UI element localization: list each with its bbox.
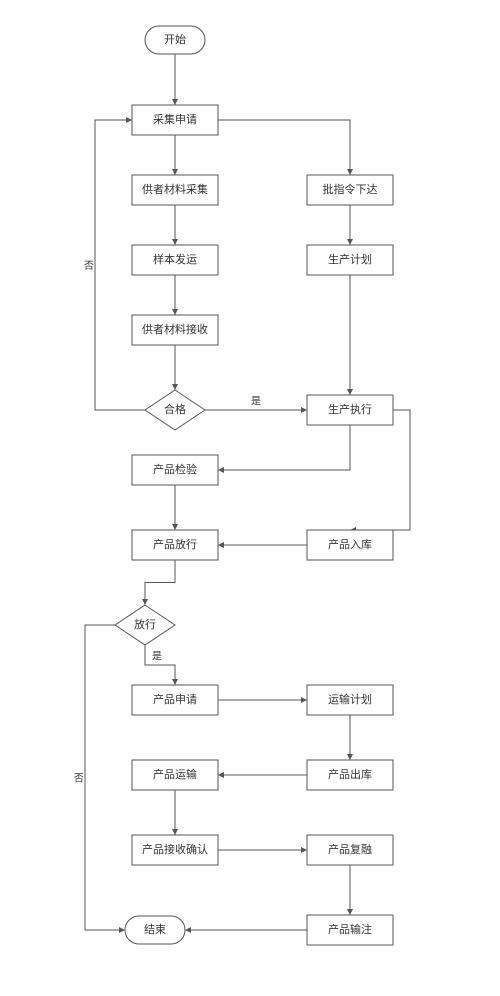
flowchart-canvas: 是否是否 开始采集申请供者材料采集样本发运供者材料接收合格产品检验产品放行放行产…: [0, 0, 500, 996]
node-label: 产品入库: [328, 537, 372, 551]
edge: [218, 120, 350, 175]
node-label: 供者材料接收: [142, 322, 208, 336]
node-release: 产品放行: [132, 530, 218, 560]
node-prodExec: 生产执行: [307, 395, 393, 425]
node-batchOrder: 批指令下达: [307, 175, 393, 205]
node-label: 产品输注: [328, 922, 372, 936]
node-label: 结束: [144, 923, 166, 936]
node-label: 开始: [164, 32, 186, 46]
node-prodConfirm: 产品接收确认: [132, 835, 218, 865]
edge: [350, 410, 410, 530]
node-prodPlan: 生产计划: [307, 245, 393, 275]
node-receive: 供者材料接收: [132, 315, 218, 345]
node-label: 合格: [164, 402, 186, 416]
nodes-layer: 开始采集申请供者材料采集样本发运供者材料接收合格产品检验产品放行放行产品申请产品…: [115, 26, 393, 945]
node-storeOut: 产品出库: [307, 760, 393, 790]
edge-label: 是: [251, 396, 261, 408]
node-label: 样本发运: [153, 252, 197, 266]
node-refreeze: 产品复融: [307, 835, 393, 865]
node-label: 产品接收确认: [142, 842, 208, 856]
node-prodApply: 产品申请: [132, 685, 218, 715]
node-inspect: 产品检验: [132, 455, 218, 485]
node-label: 运输计划: [328, 692, 372, 706]
node-label: 生产计划: [328, 252, 372, 266]
node-collect: 供者材料采集: [132, 175, 218, 205]
node-label: 产品放行: [153, 537, 197, 551]
node-apply: 采集申请: [132, 105, 218, 135]
node-releaseOk: 放行: [115, 605, 175, 645]
node-end: 结束: [125, 916, 185, 944]
node-label: 产品复融: [328, 842, 372, 856]
node-storeIn: 产品入库: [307, 530, 393, 560]
node-label: 产品运输: [153, 767, 197, 781]
node-start: 开始: [145, 26, 205, 54]
node-label: 供者材料采集: [142, 182, 208, 196]
edge: [85, 625, 125, 930]
edge-label: 否: [71, 772, 83, 783]
node-label: 批指令下达: [323, 182, 378, 196]
node-label: 产品申请: [153, 692, 197, 706]
edge-label: 否: [81, 260, 93, 271]
node-transPlan: 运输计划: [307, 685, 393, 715]
edge: [218, 425, 350, 470]
node-infuse: 产品输注: [307, 915, 393, 945]
node-qualified: 合格: [145, 390, 205, 430]
node-prodTransport: 产品运输: [132, 760, 218, 790]
edge-label: 是: [152, 651, 162, 663]
edge: [145, 560, 175, 605]
node-label: 放行: [134, 617, 156, 631]
node-label: 采集申请: [153, 112, 197, 126]
node-label: 产品检验: [153, 462, 197, 476]
node-label: 产品出库: [328, 767, 372, 781]
node-label: 生产执行: [328, 402, 372, 416]
node-ship: 样本发运: [132, 245, 218, 275]
